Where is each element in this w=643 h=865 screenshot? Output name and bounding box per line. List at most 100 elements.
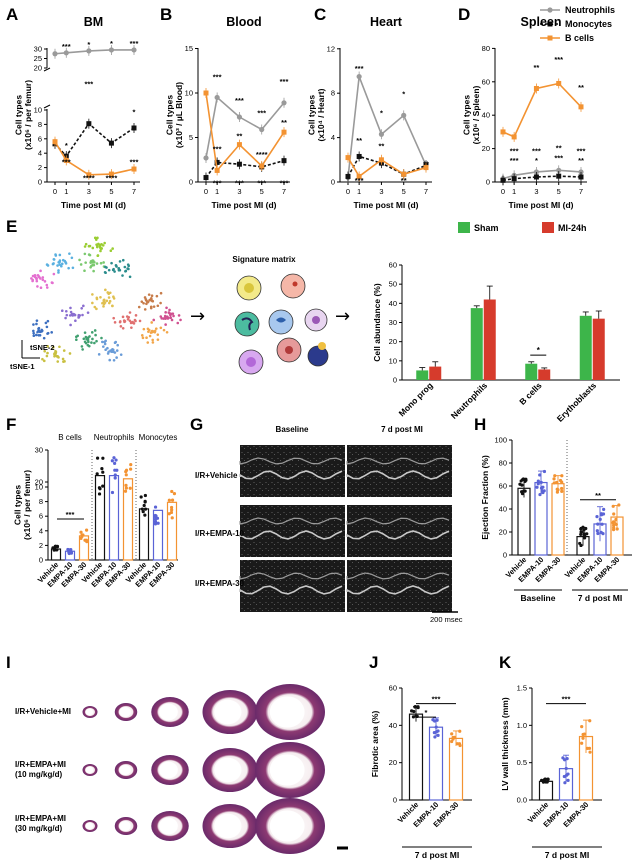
significance-star: *** bbox=[213, 145, 222, 154]
tsne-point bbox=[86, 336, 90, 340]
y-axis-label: Cell abundance (%) bbox=[372, 283, 382, 362]
significance-star: ** bbox=[423, 159, 429, 168]
significance-star: *** bbox=[257, 108, 266, 117]
tsne-point bbox=[151, 299, 155, 303]
tsne-point bbox=[150, 294, 154, 298]
data-dot bbox=[143, 499, 147, 503]
tsne-point bbox=[52, 272, 56, 276]
x-tick-label: 7 bbox=[424, 187, 428, 196]
group-label: 7 d post MI bbox=[578, 593, 622, 603]
tsne-point bbox=[32, 323, 35, 326]
tsne-point bbox=[93, 329, 97, 332]
tsne-point bbox=[69, 306, 72, 310]
tsne-point bbox=[56, 360, 60, 363]
significance-star: ** bbox=[578, 83, 584, 92]
data-dot bbox=[97, 492, 102, 496]
heart-lumen bbox=[159, 703, 178, 721]
tsne-point bbox=[145, 336, 148, 340]
data-point bbox=[108, 140, 114, 146]
echo-row-empa10: I/R+EMPA-10 bbox=[195, 529, 245, 538]
series-line-monocytes bbox=[54, 122, 135, 158]
significance-star: ** bbox=[379, 142, 385, 151]
heart-lumen bbox=[214, 813, 242, 839]
tsne-point bbox=[177, 314, 181, 317]
y-axis-label: Cell types(x10⁴ / Heart) bbox=[307, 88, 326, 141]
tsne-point bbox=[45, 286, 49, 289]
data-dot bbox=[585, 532, 589, 536]
tsne-point bbox=[128, 275, 132, 279]
data-dot bbox=[141, 510, 145, 514]
data-dot bbox=[452, 735, 457, 739]
y-axis-label: Cell types(x10³ / µL Blood) bbox=[165, 82, 184, 148]
data-point bbox=[52, 139, 58, 145]
tsne-point bbox=[53, 355, 56, 358]
data-dot bbox=[170, 508, 174, 512]
arrow-1: → bbox=[190, 306, 205, 327]
tsne-point bbox=[95, 297, 99, 301]
x-tick-label: 7 bbox=[132, 187, 136, 196]
data-dot bbox=[539, 486, 544, 490]
tsne-point bbox=[104, 288, 107, 292]
tsne-point bbox=[32, 334, 36, 338]
x-tick-label: 0 bbox=[204, 187, 208, 196]
data-dot bbox=[97, 486, 102, 490]
category-label: Erythoblasts bbox=[555, 380, 599, 424]
data-dot bbox=[581, 736, 585, 740]
tsne-point bbox=[115, 356, 118, 359]
tsne-point bbox=[147, 293, 151, 296]
panel-label-g: G bbox=[190, 415, 203, 434]
data-dot bbox=[612, 512, 616, 516]
tsne-point bbox=[107, 268, 111, 272]
tsne-point bbox=[80, 306, 83, 310]
data-dot bbox=[170, 516, 174, 520]
tsne-point bbox=[102, 261, 105, 264]
y-axis-label: Cell types(x10⁶ / per femur) bbox=[14, 80, 33, 150]
data-dot bbox=[416, 705, 420, 710]
significance-star: *** bbox=[510, 147, 519, 156]
data-dot bbox=[583, 534, 587, 538]
tsne-point bbox=[151, 338, 154, 342]
data-dot bbox=[434, 730, 439, 734]
data-point bbox=[500, 177, 506, 183]
tsne-point bbox=[153, 330, 157, 334]
y-tick-label: 10 bbox=[34, 106, 42, 115]
tsne-point bbox=[54, 253, 57, 256]
significance-star: * bbox=[402, 90, 405, 99]
tsne-point bbox=[80, 345, 84, 348]
data-dot bbox=[129, 467, 133, 471]
y-tick-label: 30 bbox=[35, 446, 43, 455]
tsne-point bbox=[74, 335, 78, 339]
series-line-monocytes bbox=[347, 155, 427, 177]
tsne-point bbox=[111, 348, 114, 351]
legend-sham: Sham bbox=[474, 223, 499, 233]
y-tick-label: 0 bbox=[503, 551, 507, 560]
tsne-point bbox=[94, 333, 97, 337]
data-dot bbox=[143, 513, 147, 517]
heart-lumen bbox=[159, 761, 178, 779]
significance-star: *** bbox=[577, 147, 586, 156]
panel-label-i: I bbox=[6, 653, 11, 672]
tsne-point bbox=[156, 333, 160, 336]
histo-row-vehicle: I/R+Vehicle+MI bbox=[15, 707, 71, 716]
legend-sham-swatch bbox=[458, 222, 470, 233]
y-tick-label: 20 bbox=[389, 758, 397, 767]
tsne-point bbox=[41, 278, 45, 282]
tsne-point bbox=[52, 346, 55, 349]
tsne-point bbox=[103, 241, 106, 245]
data-dot bbox=[599, 512, 604, 516]
tsne-point bbox=[33, 274, 37, 277]
tsne-point bbox=[104, 339, 107, 343]
tsne-point bbox=[38, 334, 42, 337]
tsne-point bbox=[58, 253, 62, 257]
tsne-point bbox=[159, 326, 163, 330]
significance-star: ** bbox=[401, 176, 407, 185]
tsne-point bbox=[84, 335, 88, 339]
y-axis-label-line: (x10⁶ / per femur) bbox=[23, 80, 33, 150]
tsne-point bbox=[83, 245, 87, 248]
x-tick-label: 0 bbox=[53, 187, 57, 196]
tsne-point bbox=[69, 310, 73, 314]
data-dot bbox=[580, 725, 584, 729]
echo-image bbox=[347, 505, 452, 557]
data-dot bbox=[614, 522, 618, 527]
data-dot bbox=[538, 492, 542, 497]
